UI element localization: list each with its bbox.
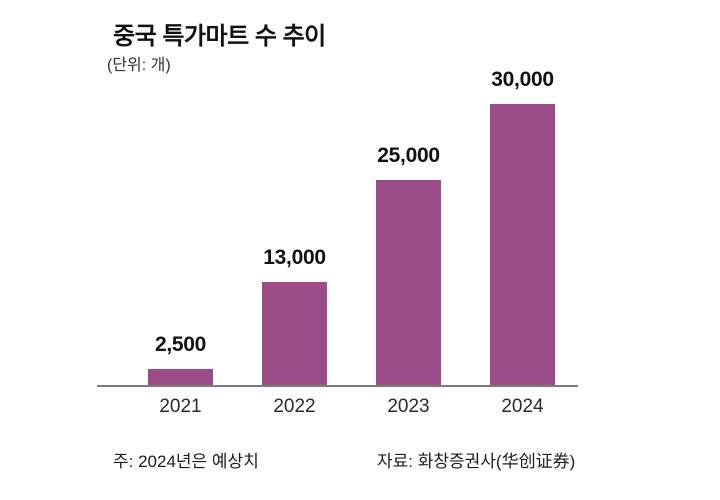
bar bbox=[148, 369, 213, 385]
x-axis-label: 2022 bbox=[273, 396, 316, 417]
value-label: 13,000 bbox=[263, 246, 326, 269]
value-label: 25,000 bbox=[377, 144, 440, 167]
bar-group-2024: 30,000 bbox=[490, 68, 555, 385]
x-axis-label: 2021 bbox=[159, 396, 202, 417]
footnote-source: 자료: 화창증권사(华创证券) bbox=[377, 452, 576, 471]
chart-title: 중국 특가마트 수 추이 bbox=[113, 23, 326, 50]
value-label: 2,500 bbox=[154, 333, 207, 356]
footnote-note: 주: 2024년은 예상치 bbox=[113, 452, 259, 471]
bar bbox=[262, 282, 327, 385]
chart-unit-label: (단위: 개) bbox=[107, 57, 171, 74]
plot-area: 2,500 2021 13,000 2022 25,000 2023 30,000 2024 bbox=[97, 0, 578, 500]
bar bbox=[376, 180, 441, 385]
value-label: 30,000 bbox=[491, 68, 554, 91]
bar-group-2023: 25,000 bbox=[376, 144, 441, 385]
bar-group-2022: 13,000 bbox=[262, 246, 327, 385]
bar-group-2021: 2,500 bbox=[148, 333, 213, 385]
x-axis-label: 2024 bbox=[501, 396, 544, 417]
bar bbox=[490, 104, 555, 385]
x-axis-baseline bbox=[97, 385, 578, 387]
x-axis-label: 2023 bbox=[387, 396, 430, 417]
